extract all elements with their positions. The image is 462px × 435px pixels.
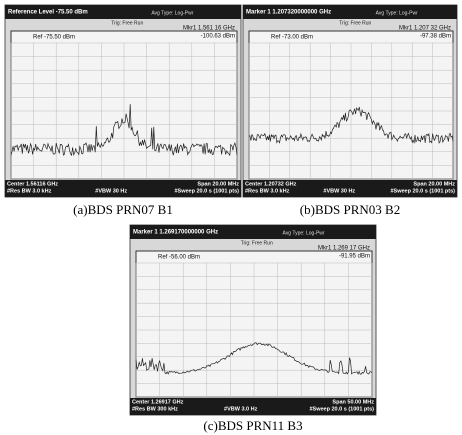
- marker-level: -97.38 dBm: [420, 34, 451, 40]
- marker-frequency: Mkr1 1.269 17 GHz: [318, 246, 370, 252]
- video-bandwidth: #VBW 30 Hz: [323, 188, 355, 194]
- span: Span 20.00 MHz: [413, 181, 455, 187]
- figure: Reference Level -75.50 dBm Trig: Free Run…: [0, 0, 462, 435]
- header-text: Marker 1 1.207320000000 GHz: [246, 10, 331, 16]
- resolution-bandwidth: #Res BW 3.0 kHz: [7, 188, 52, 194]
- video-bandwidth: #VBW 3.0 Hz: [224, 406, 258, 412]
- center-frequency: Center 1.56116 GHz: [7, 181, 58, 187]
- trigger-text: Trig: Free Run: [339, 20, 371, 26]
- ref-level: Ref -75.50 dBm: [33, 35, 75, 41]
- video-bandwidth: #VBW 30 Hz: [95, 188, 127, 194]
- marker-frequency: Mkr1 1.561 16 GHz: [183, 26, 235, 32]
- span: Span 50.00 MHz: [332, 399, 374, 405]
- resolution-bandwidth: #Res BW 3.0 kHz: [245, 188, 290, 194]
- trigger-text: Trig: Free Run: [111, 20, 143, 26]
- analyzer-screenshot: Marker 1 1.269170000000 GHz Trig: Free Ru…: [130, 225, 376, 415]
- header-text: Marker 1 1.269170000000 GHz: [133, 230, 218, 236]
- marker-frequency: Mkr1 1.207 32 GHz: [399, 26, 451, 32]
- marker-level: -100.63 dBm: [201, 34, 235, 40]
- caption: (c)BDS PRN11 B3: [203, 418, 302, 433]
- analyzer-screenshot: Marker 1 1.207320000000 GHz Trig: Free Ru…: [243, 5, 457, 197]
- span: Span 20.00 MHz: [197, 181, 239, 187]
- sweep: #Sweep 20.0 s (1001 pts): [309, 406, 374, 412]
- analyzer-screenshot: Reference Level -75.50 dBm Trig: Free Run…: [5, 5, 241, 197]
- sweep: #Sweep 20.0 s (1001 pts): [174, 188, 239, 194]
- avg-type-text: Avg Type: Log-Pwr: [283, 230, 325, 236]
- resolution-bandwidth: #Res BW 300 kHz: [132, 406, 178, 412]
- trigger-text: Trig: Free Run: [241, 240, 273, 246]
- avg-type-text: Avg Type: Log-Pwr: [151, 10, 193, 16]
- avg-type-text: Avg Type: Log-Pwr: [376, 10, 418, 16]
- center-frequency: Center 1.26917 GHz: [132, 399, 184, 405]
- center-frequency: Center 1.20732 GHz: [245, 181, 297, 187]
- caption: (a)BDS PRN07 B1: [73, 202, 173, 217]
- marker-level: -91.95 dBm: [339, 254, 370, 260]
- caption: (b)BDS PRN03 B2: [300, 202, 400, 217]
- ref-level: Ref -73.00 dBm: [271, 35, 313, 41]
- header-text: Reference Level -75.50 dBm: [8, 10, 88, 16]
- sweep: #Sweep 20.0 s (1001 pts): [390, 188, 455, 194]
- ref-level: Ref -56.00 dBm: [158, 255, 200, 261]
